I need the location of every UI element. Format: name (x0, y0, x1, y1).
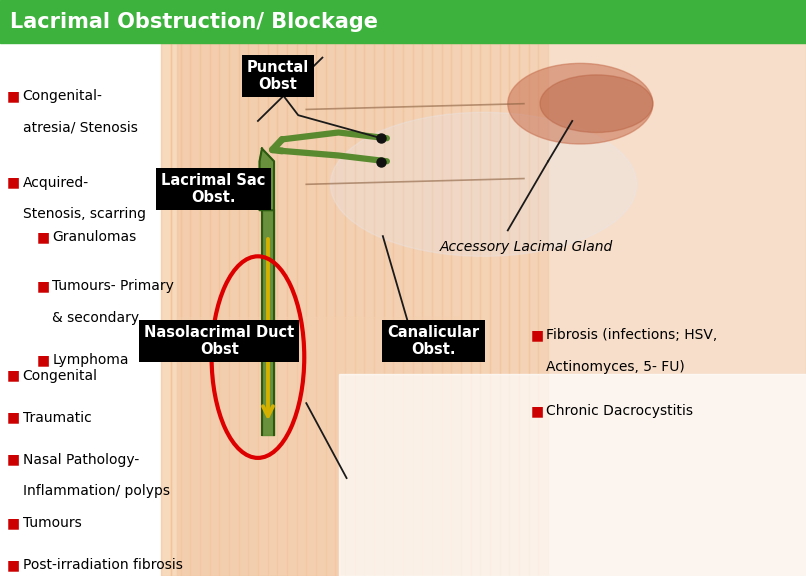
Bar (471, 43, 480, 576)
Bar (490, 43, 500, 576)
Text: Tumours- Primary: Tumours- Primary (52, 279, 174, 293)
Text: ■: ■ (530, 328, 543, 342)
Bar (258, 43, 268, 576)
Bar (177, 317, 459, 576)
Text: Inflammation/ polyps: Inflammation/ polyps (23, 484, 169, 498)
Text: ■: ■ (6, 176, 19, 190)
Text: Punctal
Obst: Punctal Obst (247, 60, 310, 92)
Bar (374, 43, 384, 576)
Bar (268, 43, 277, 576)
Text: Tumours: Tumours (23, 516, 81, 530)
Text: ■: ■ (6, 558, 19, 572)
Bar (500, 43, 509, 576)
Bar (461, 43, 471, 576)
Bar (181, 43, 190, 576)
Text: Stenosis, scarring: Stenosis, scarring (23, 207, 146, 221)
Text: ■: ■ (6, 89, 19, 103)
Text: Traumatic: Traumatic (23, 411, 91, 425)
Text: Accessory Lacimal Gland: Accessory Lacimal Gland (439, 240, 613, 253)
Bar (287, 43, 297, 576)
Bar (519, 43, 529, 576)
Text: Congenital-: Congenital- (23, 89, 102, 103)
Bar (355, 43, 364, 576)
Bar (335, 43, 345, 576)
Text: Lacrimal Obstruction/ Blockage: Lacrimal Obstruction/ Blockage (10, 12, 378, 32)
Polygon shape (262, 210, 274, 435)
Bar (306, 43, 316, 576)
Bar (248, 43, 258, 576)
Bar (0, 0, 806, 43)
Bar (277, 43, 287, 576)
Text: Fibrosis (infections; HSV,: Fibrosis (infections; HSV, (546, 328, 717, 342)
Bar (422, 43, 432, 576)
Bar (190, 43, 200, 576)
Text: ■: ■ (6, 516, 19, 530)
Bar (345, 43, 355, 576)
Text: & secondary: & secondary (52, 311, 139, 325)
Ellipse shape (330, 112, 637, 256)
Bar (403, 43, 413, 576)
Text: Congenital: Congenital (23, 369, 98, 382)
Text: ■: ■ (36, 279, 49, 293)
Bar (339, 374, 806, 576)
Bar (480, 43, 490, 576)
Text: Post-irradiation fibrosis: Post-irradiation fibrosis (23, 558, 182, 572)
Bar (442, 43, 451, 576)
Text: Nasal Pathology-: Nasal Pathology- (23, 453, 139, 467)
Text: Canalicular
Obst.: Canalicular Obst. (388, 325, 480, 357)
Ellipse shape (540, 75, 653, 132)
Text: Chronic Dacrocystitis: Chronic Dacrocystitis (546, 404, 693, 418)
Text: Granulomas: Granulomas (52, 230, 137, 244)
Text: Nasolacrimal Duct
Obst: Nasolacrimal Duct Obst (144, 325, 294, 357)
Polygon shape (260, 149, 274, 210)
Bar (364, 43, 374, 576)
Bar (529, 43, 538, 576)
Bar (177, 43, 806, 576)
Bar (297, 43, 306, 576)
Bar (326, 43, 335, 576)
Text: ■: ■ (36, 230, 49, 244)
Bar (413, 43, 422, 576)
Bar (171, 43, 181, 576)
Bar (229, 43, 239, 576)
Text: Lacrimal Sac
Obst.: Lacrimal Sac Obst. (161, 173, 266, 205)
Text: ■: ■ (6, 369, 19, 382)
Text: ■: ■ (6, 411, 19, 425)
Text: Acquired-: Acquired- (23, 176, 89, 190)
Bar (219, 43, 229, 576)
Bar (432, 43, 442, 576)
Bar (451, 43, 461, 576)
Bar (200, 43, 210, 576)
Bar (210, 43, 219, 576)
Text: ■: ■ (530, 404, 543, 418)
Text: ■: ■ (6, 453, 19, 467)
Bar (509, 43, 519, 576)
Bar (538, 43, 548, 576)
Bar (384, 43, 393, 576)
Text: atresia/ Stenosis: atresia/ Stenosis (23, 121, 138, 135)
Bar (161, 43, 171, 576)
Text: Lymphoma: Lymphoma (52, 353, 129, 367)
Ellipse shape (508, 63, 653, 144)
Text: ■: ■ (36, 353, 49, 367)
Text: Actinomyces, 5- FU): Actinomyces, 5- FU) (546, 360, 685, 374)
Bar (239, 43, 248, 576)
Bar (316, 43, 326, 576)
Bar (393, 43, 403, 576)
